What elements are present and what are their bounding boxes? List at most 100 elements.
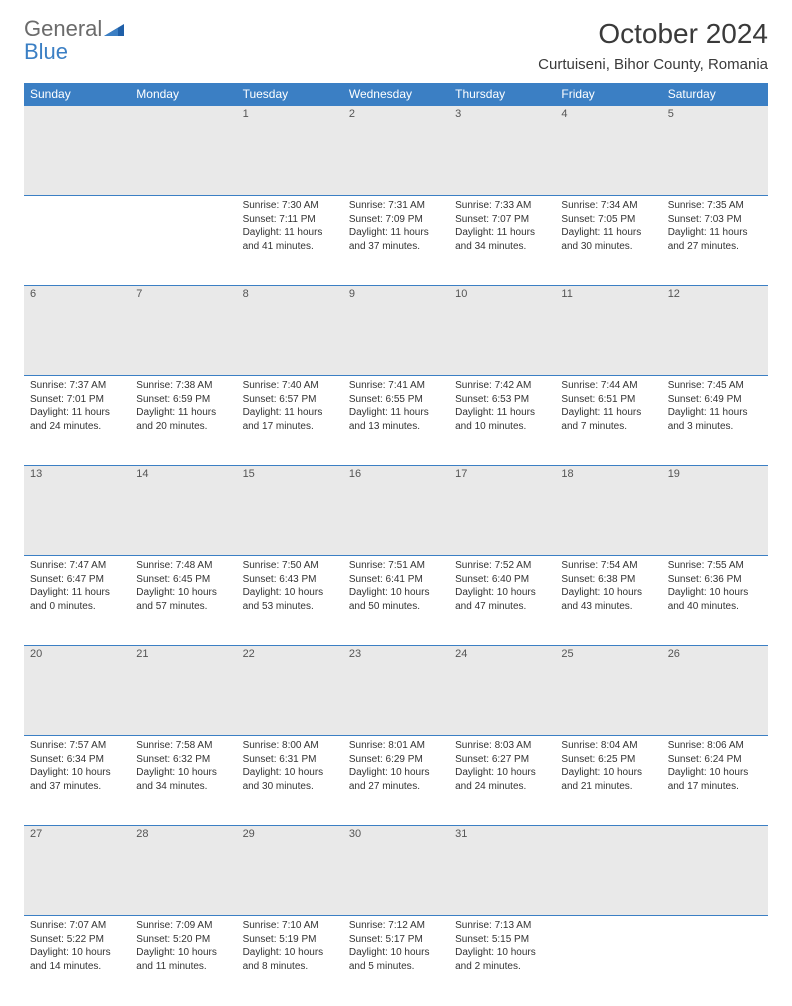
day-cell: Sunrise: 7:41 AMSunset: 6:55 PMDaylight:… xyxy=(343,376,449,466)
sunrise-text: Sunrise: 7:10 AM xyxy=(243,919,337,933)
day-cell: Sunrise: 7:54 AMSunset: 6:38 PMDaylight:… xyxy=(555,556,661,646)
day-number-cell: 24 xyxy=(449,646,555,736)
day-number: 31 xyxy=(449,826,555,842)
day-number-cell: 30 xyxy=(343,826,449,916)
day-cell: Sunrise: 7:55 AMSunset: 6:36 PMDaylight:… xyxy=(662,556,768,646)
day-number: 2 xyxy=(343,106,449,122)
sunrise-text: Sunrise: 7:41 AM xyxy=(349,379,443,393)
day-number-cell: 4 xyxy=(555,106,661,196)
day-number-cell xyxy=(662,826,768,916)
day-number: 18 xyxy=(555,466,661,482)
sunset-text: Sunset: 7:01 PM xyxy=(30,393,124,407)
daylight-text: Daylight: 11 hours and 30 minutes. xyxy=(561,226,655,253)
sunrise-text: Sunrise: 7:13 AM xyxy=(455,919,549,933)
sunrise-text: Sunrise: 7:07 AM xyxy=(30,919,124,933)
day-number-cell: 17 xyxy=(449,466,555,556)
day-header: Sunday xyxy=(24,83,130,106)
sunset-text: Sunset: 5:17 PM xyxy=(349,933,443,947)
daylight-text: Daylight: 11 hours and 3 minutes. xyxy=(668,406,762,433)
day-cell: Sunrise: 7:33 AMSunset: 7:07 PMDaylight:… xyxy=(449,196,555,286)
day-number-cell: 16 xyxy=(343,466,449,556)
day-cell: Sunrise: 7:13 AMSunset: 5:15 PMDaylight:… xyxy=(449,916,555,1006)
sunrise-text: Sunrise: 7:44 AM xyxy=(561,379,655,393)
sunset-text: Sunset: 6:45 PM xyxy=(136,573,230,587)
day-cell: Sunrise: 7:09 AMSunset: 5:20 PMDaylight:… xyxy=(130,916,236,1006)
daylight-text: Daylight: 11 hours and 27 minutes. xyxy=(668,226,762,253)
day-header: Monday xyxy=(130,83,236,106)
day-number: 23 xyxy=(343,646,449,662)
day-number-cell: 10 xyxy=(449,286,555,376)
day-number: 17 xyxy=(449,466,555,482)
sunset-text: Sunset: 6:27 PM xyxy=(455,753,549,767)
day-number-cell xyxy=(24,106,130,196)
sunset-text: Sunset: 6:38 PM xyxy=(561,573,655,587)
day-number-cell xyxy=(130,106,236,196)
day-number-cell: 26 xyxy=(662,646,768,736)
day-cell: Sunrise: 7:35 AMSunset: 7:03 PMDaylight:… xyxy=(662,196,768,286)
day-number: 26 xyxy=(662,646,768,662)
daylight-text: Daylight: 11 hours and 41 minutes. xyxy=(243,226,337,253)
logo-triangle-icon xyxy=(104,20,124,41)
day-number-cell: 2 xyxy=(343,106,449,196)
sunrise-text: Sunrise: 7:12 AM xyxy=(349,919,443,933)
day-number: 14 xyxy=(130,466,236,482)
sunset-text: Sunset: 6:29 PM xyxy=(349,753,443,767)
daylight-text: Daylight: 10 hours and 24 minutes. xyxy=(455,766,549,793)
sunrise-text: Sunrise: 7:51 AM xyxy=(349,559,443,573)
day-number-cell: 13 xyxy=(24,466,130,556)
day-number: 10 xyxy=(449,286,555,302)
day-number: 28 xyxy=(130,826,236,842)
daylight-text: Daylight: 11 hours and 10 minutes. xyxy=(455,406,549,433)
day-number-cell: 31 xyxy=(449,826,555,916)
day-number: 11 xyxy=(555,286,661,302)
sunrise-text: Sunrise: 7:38 AM xyxy=(136,379,230,393)
day-number: 22 xyxy=(237,646,343,662)
sunset-text: Sunset: 5:19 PM xyxy=(243,933,337,947)
daylight-text: Daylight: 11 hours and 13 minutes. xyxy=(349,406,443,433)
day-number: 1 xyxy=(237,106,343,122)
sunrise-text: Sunrise: 8:06 AM xyxy=(668,739,762,753)
sunset-text: Sunset: 6:31 PM xyxy=(243,753,337,767)
day-number-cell: 15 xyxy=(237,466,343,556)
day-cell: Sunrise: 7:37 AMSunset: 7:01 PMDaylight:… xyxy=(24,376,130,466)
sunrise-text: Sunrise: 7:48 AM xyxy=(136,559,230,573)
title-block: October 2024 Curtuiseni, Bihor County, R… xyxy=(538,18,768,73)
day-number-cell: 3 xyxy=(449,106,555,196)
day-cell: Sunrise: 7:07 AMSunset: 5:22 PMDaylight:… xyxy=(24,916,130,1006)
sunrise-text: Sunrise: 7:54 AM xyxy=(561,559,655,573)
day-number-cell: 22 xyxy=(237,646,343,736)
day-number-cell: 1 xyxy=(237,106,343,196)
sunrise-text: Sunrise: 8:04 AM xyxy=(561,739,655,753)
sunset-text: Sunset: 6:24 PM xyxy=(668,753,762,767)
month-title: October 2024 xyxy=(538,18,768,50)
day-cell: Sunrise: 8:01 AMSunset: 6:29 PMDaylight:… xyxy=(343,736,449,826)
day-number: 15 xyxy=(237,466,343,482)
day-number: 5 xyxy=(662,106,768,122)
calendar-table: SundayMondayTuesdayWednesdayThursdayFrid… xyxy=(24,83,768,1006)
sunset-text: Sunset: 6:43 PM xyxy=(243,573,337,587)
day-number-cell: 5 xyxy=(662,106,768,196)
daylight-text: Daylight: 10 hours and 50 minutes. xyxy=(349,586,443,613)
day-cell: Sunrise: 7:34 AMSunset: 7:05 PMDaylight:… xyxy=(555,196,661,286)
daylight-text: Daylight: 10 hours and 8 minutes. xyxy=(243,946,337,973)
day-number: 4 xyxy=(555,106,661,122)
daylight-text: Daylight: 10 hours and 5 minutes. xyxy=(349,946,443,973)
sunrise-text: Sunrise: 7:40 AM xyxy=(243,379,337,393)
sunset-text: Sunset: 5:15 PM xyxy=(455,933,549,947)
day-header: Wednesday xyxy=(343,83,449,106)
day-number: 21 xyxy=(130,646,236,662)
day-cell: Sunrise: 7:10 AMSunset: 5:19 PMDaylight:… xyxy=(237,916,343,1006)
sunrise-text: Sunrise: 7:45 AM xyxy=(668,379,762,393)
day-number: 8 xyxy=(237,286,343,302)
day-cell xyxy=(24,196,130,286)
day-cell: Sunrise: 7:44 AMSunset: 6:51 PMDaylight:… xyxy=(555,376,661,466)
daylight-text: Daylight: 11 hours and 37 minutes. xyxy=(349,226,443,253)
sunrise-text: Sunrise: 7:52 AM xyxy=(455,559,549,573)
daylight-text: Daylight: 10 hours and 43 minutes. xyxy=(561,586,655,613)
daylight-text: Daylight: 10 hours and 34 minutes. xyxy=(136,766,230,793)
sunrise-text: Sunrise: 7:35 AM xyxy=(668,199,762,213)
day-number: 27 xyxy=(24,826,130,842)
day-cell: Sunrise: 8:04 AMSunset: 6:25 PMDaylight:… xyxy=(555,736,661,826)
daylight-text: Daylight: 11 hours and 7 minutes. xyxy=(561,406,655,433)
sunrise-text: Sunrise: 7:42 AM xyxy=(455,379,549,393)
